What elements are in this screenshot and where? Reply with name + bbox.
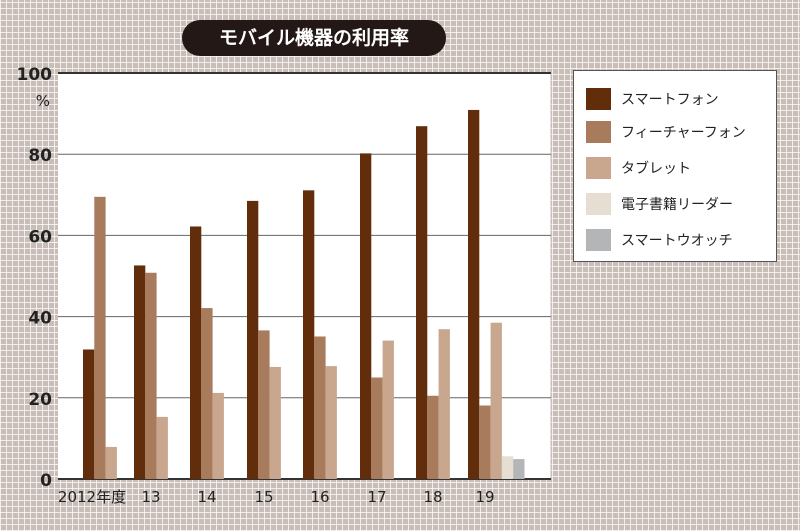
legend-label: スマートフォン bbox=[621, 92, 719, 108]
bar bbox=[501, 456, 514, 479]
legend-item: 電子書籍リーダー bbox=[586, 192, 733, 216]
legend-swatch bbox=[586, 157, 611, 179]
legend-item: スマートフォン bbox=[586, 87, 719, 111]
y-tick-label: 60 bbox=[28, 227, 52, 247]
y-tick-label: 20 bbox=[28, 390, 52, 410]
bar bbox=[314, 336, 326, 479]
x-tick-label: 19 bbox=[475, 488, 494, 506]
bar bbox=[427, 395, 439, 479]
x-tick-label: 17 bbox=[367, 488, 386, 506]
y-axis-unit: % bbox=[36, 92, 50, 110]
bar bbox=[258, 330, 270, 479]
bar bbox=[145, 272, 157, 479]
y-tick-label: 80 bbox=[28, 146, 52, 166]
legend: スマートフォンフィーチャーフォン タブレット電子書籍リーダー スマートウオッチ bbox=[573, 70, 777, 262]
x-tick-label: 16 bbox=[310, 488, 329, 506]
bar bbox=[156, 416, 168, 479]
bar bbox=[201, 308, 213, 479]
bar bbox=[360, 153, 372, 479]
bar bbox=[303, 190, 315, 480]
legend-swatch bbox=[586, 193, 611, 215]
y-tick-label: 40 bbox=[28, 309, 52, 329]
bar bbox=[490, 322, 502, 479]
chart-title: モバイル機器の利用率 bbox=[182, 20, 446, 56]
bar bbox=[438, 329, 450, 479]
bar bbox=[416, 126, 428, 479]
x-tick-label: 15 bbox=[254, 488, 273, 506]
bar bbox=[247, 200, 259, 479]
y-tick-label: 0 bbox=[40, 471, 52, 491]
bar bbox=[325, 366, 337, 479]
bar bbox=[105, 446, 117, 479]
bar bbox=[371, 377, 383, 479]
bar bbox=[382, 340, 394, 479]
legend-label: タブレット bbox=[621, 161, 691, 177]
bar bbox=[479, 405, 491, 479]
legend-item: タブレット bbox=[586, 156, 691, 180]
bar bbox=[468, 109, 480, 480]
bar bbox=[134, 265, 146, 479]
legend-swatch bbox=[586, 229, 611, 251]
bar bbox=[269, 366, 281, 479]
bar bbox=[513, 459, 525, 479]
bar bbox=[83, 349, 95, 479]
legend-item: フィーチャーフォン bbox=[586, 120, 746, 144]
x-tick-label: 13 bbox=[141, 488, 160, 506]
y-tick-label: 100 bbox=[17, 65, 53, 85]
x-tick-label: 2012年度 bbox=[58, 488, 126, 506]
legend-swatch bbox=[586, 88, 611, 110]
x-tick-label: 18 bbox=[423, 488, 442, 506]
legend-item: スマートウオッチ bbox=[586, 228, 733, 252]
bar bbox=[212, 392, 224, 479]
legend-label: フィーチャーフォン bbox=[621, 125, 746, 141]
x-tick-label: 14 bbox=[197, 488, 216, 506]
legend-label: 電子書籍リーダー bbox=[621, 197, 733, 213]
legend-label: スマートウオッチ bbox=[621, 233, 733, 249]
bar bbox=[94, 196, 106, 479]
legend-swatch bbox=[586, 121, 611, 143]
bar bbox=[190, 226, 202, 479]
